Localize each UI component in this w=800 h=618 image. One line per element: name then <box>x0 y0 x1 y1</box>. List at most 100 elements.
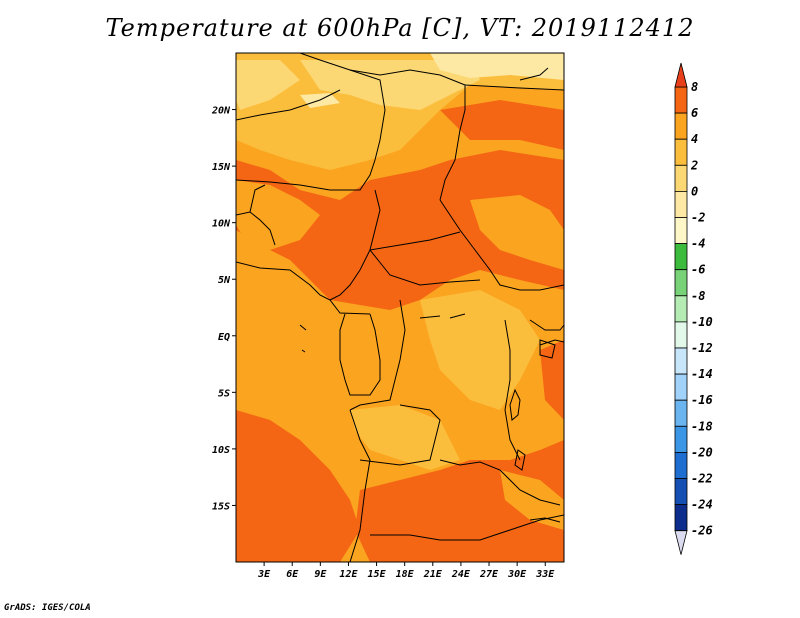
lat-tick-label: EQ <box>218 332 230 343</box>
boundary-line <box>339 313 381 396</box>
colorbar-swatch <box>674 243 688 271</box>
boundary-line <box>349 409 371 562</box>
field-base-se <box>500 470 564 530</box>
colorbar-level-label: -2 <box>691 211 705 225</box>
lake-outline <box>299 324 307 353</box>
boundary-line <box>249 184 266 213</box>
lat-tick-label: 10S <box>212 445 230 456</box>
field-cooler-north <box>300 60 480 110</box>
colorbar-level-label: -12 <box>691 341 713 355</box>
colorbar-swatch <box>674 373 688 401</box>
colorbar-level-label: -6 <box>691 263 705 277</box>
colorbar-swatch <box>674 347 688 375</box>
colorbar-level-label: 2 <box>690 158 698 172</box>
boundary-line <box>236 89 341 121</box>
lon-tick-label: 27E <box>479 569 499 580</box>
colorbar-level-label: -10 <box>691 315 713 329</box>
map-frame <box>235 52 565 563</box>
lon-tick-label: 18E <box>396 569 415 580</box>
boundary-line <box>329 189 381 301</box>
field-warm-rift <box>540 340 564 420</box>
field-warm-ne <box>440 100 564 150</box>
longitude-axis: 3E 6E 9E 12E 15E 18E 21E 24E 27E 30E 33E <box>257 562 555 580</box>
colorbar-swatch <box>674 478 688 506</box>
colorbar-level-label: 4 <box>691 132 698 146</box>
lat-tick-label: 10N <box>212 219 231 230</box>
field-coolest-north <box>430 53 564 80</box>
boundary-line <box>369 231 461 251</box>
lon-tick-label: 33E <box>535 569 555 580</box>
colorbar-level-label: -20 <box>691 445 713 459</box>
colorbar: 8 6 4 2 0 -2 -4 -6 -8 -10 -12 -14 -16 -18 -20 -22 -24 -26 <box>674 62 713 555</box>
colorbar-swatch <box>674 295 688 323</box>
lon-tick-label: 12E <box>339 569 358 580</box>
boundary-line <box>236 261 371 315</box>
lat-tick-label: 15S <box>212 501 230 512</box>
colorbar-top-arrow <box>674 62 688 88</box>
colorbar-swatch <box>674 164 688 192</box>
colorbar-swatch <box>674 112 688 140</box>
boundary-line <box>504 319 521 461</box>
lat-tick-label: 20N <box>211 106 231 117</box>
field-warm-se <box>355 440 564 562</box>
colorbar-level-label: -4 <box>691 237 705 251</box>
lake-outline <box>514 449 526 471</box>
boundary-line <box>439 199 564 291</box>
colorbar-level-label: -16 <box>691 393 713 407</box>
field-base-east <box>470 195 564 270</box>
country-boundaries <box>236 53 564 562</box>
credit-label: GrADS: IGES/COLA <box>4 603 91 613</box>
colorbar-level-label: -22 <box>691 472 713 486</box>
colorbar-swatch <box>674 425 688 453</box>
lake-outline <box>509 388 521 421</box>
colorbar-swatch <box>674 190 688 218</box>
boundary-line <box>236 211 276 246</box>
boundary-line <box>439 459 561 506</box>
lat-tick-label: 5S <box>218 388 230 399</box>
colorbar-swatch <box>674 217 688 245</box>
lake-outline <box>539 339 556 359</box>
colorbar-level-label: -26 <box>691 524 713 538</box>
map-title: Temperature at 600hPa [C], VT: 201911241… <box>105 14 695 42</box>
colorbar-level-label: -18 <box>691 419 713 433</box>
colorbar-bottom-arrow <box>674 530 688 555</box>
colorbar-level-label: 6 <box>691 106 698 120</box>
field-cooler-west <box>236 60 300 110</box>
lake-outline <box>419 313 466 319</box>
field-warm-sw <box>236 410 360 562</box>
colorbar-level-label: -24 <box>691 498 713 512</box>
lat-tick-label: 5N <box>218 275 231 286</box>
boundary-line <box>529 319 564 331</box>
boundary-line <box>519 67 549 81</box>
colorbar-swatch <box>674 399 688 427</box>
colorbar-swatch <box>674 86 688 114</box>
lon-tick-label: 3E <box>257 569 271 580</box>
lat-tick-label: 15N <box>212 162 231 173</box>
field-base-stripe <box>236 180 320 250</box>
lon-tick-label: 15E <box>368 569 387 580</box>
lon-tick-label: 30E <box>507 569 527 580</box>
lon-tick-label: 9E <box>314 569 327 580</box>
boundary-line <box>370 514 564 541</box>
colorbar-swatch <box>674 451 688 479</box>
boundary-line <box>349 69 466 201</box>
boundary-line <box>349 299 406 411</box>
colorbar-swatch <box>674 269 688 297</box>
boundary-line <box>369 249 481 286</box>
colorbar-level-label: -14 <box>691 367 713 381</box>
boundary-line <box>539 339 564 346</box>
colorbar-level-label: 0 <box>691 184 698 198</box>
lake-outline <box>529 517 561 523</box>
boundary-line <box>359 404 441 466</box>
field-warm-central <box>236 150 564 310</box>
field-cool-south <box>350 405 460 470</box>
colorbar-level-label: 8 <box>691 80 698 94</box>
lon-tick-label: 24E <box>451 569 471 580</box>
lon-tick-label: 21E <box>423 569 443 580</box>
colorbar-swatch <box>674 504 688 532</box>
colorbar-swatch <box>674 321 688 349</box>
temperature-field <box>236 53 564 562</box>
colorbar-swatch <box>674 138 688 166</box>
latitude-axis: 20N 15N 10N 5N EQ 5S 10S 15S <box>211 106 236 512</box>
